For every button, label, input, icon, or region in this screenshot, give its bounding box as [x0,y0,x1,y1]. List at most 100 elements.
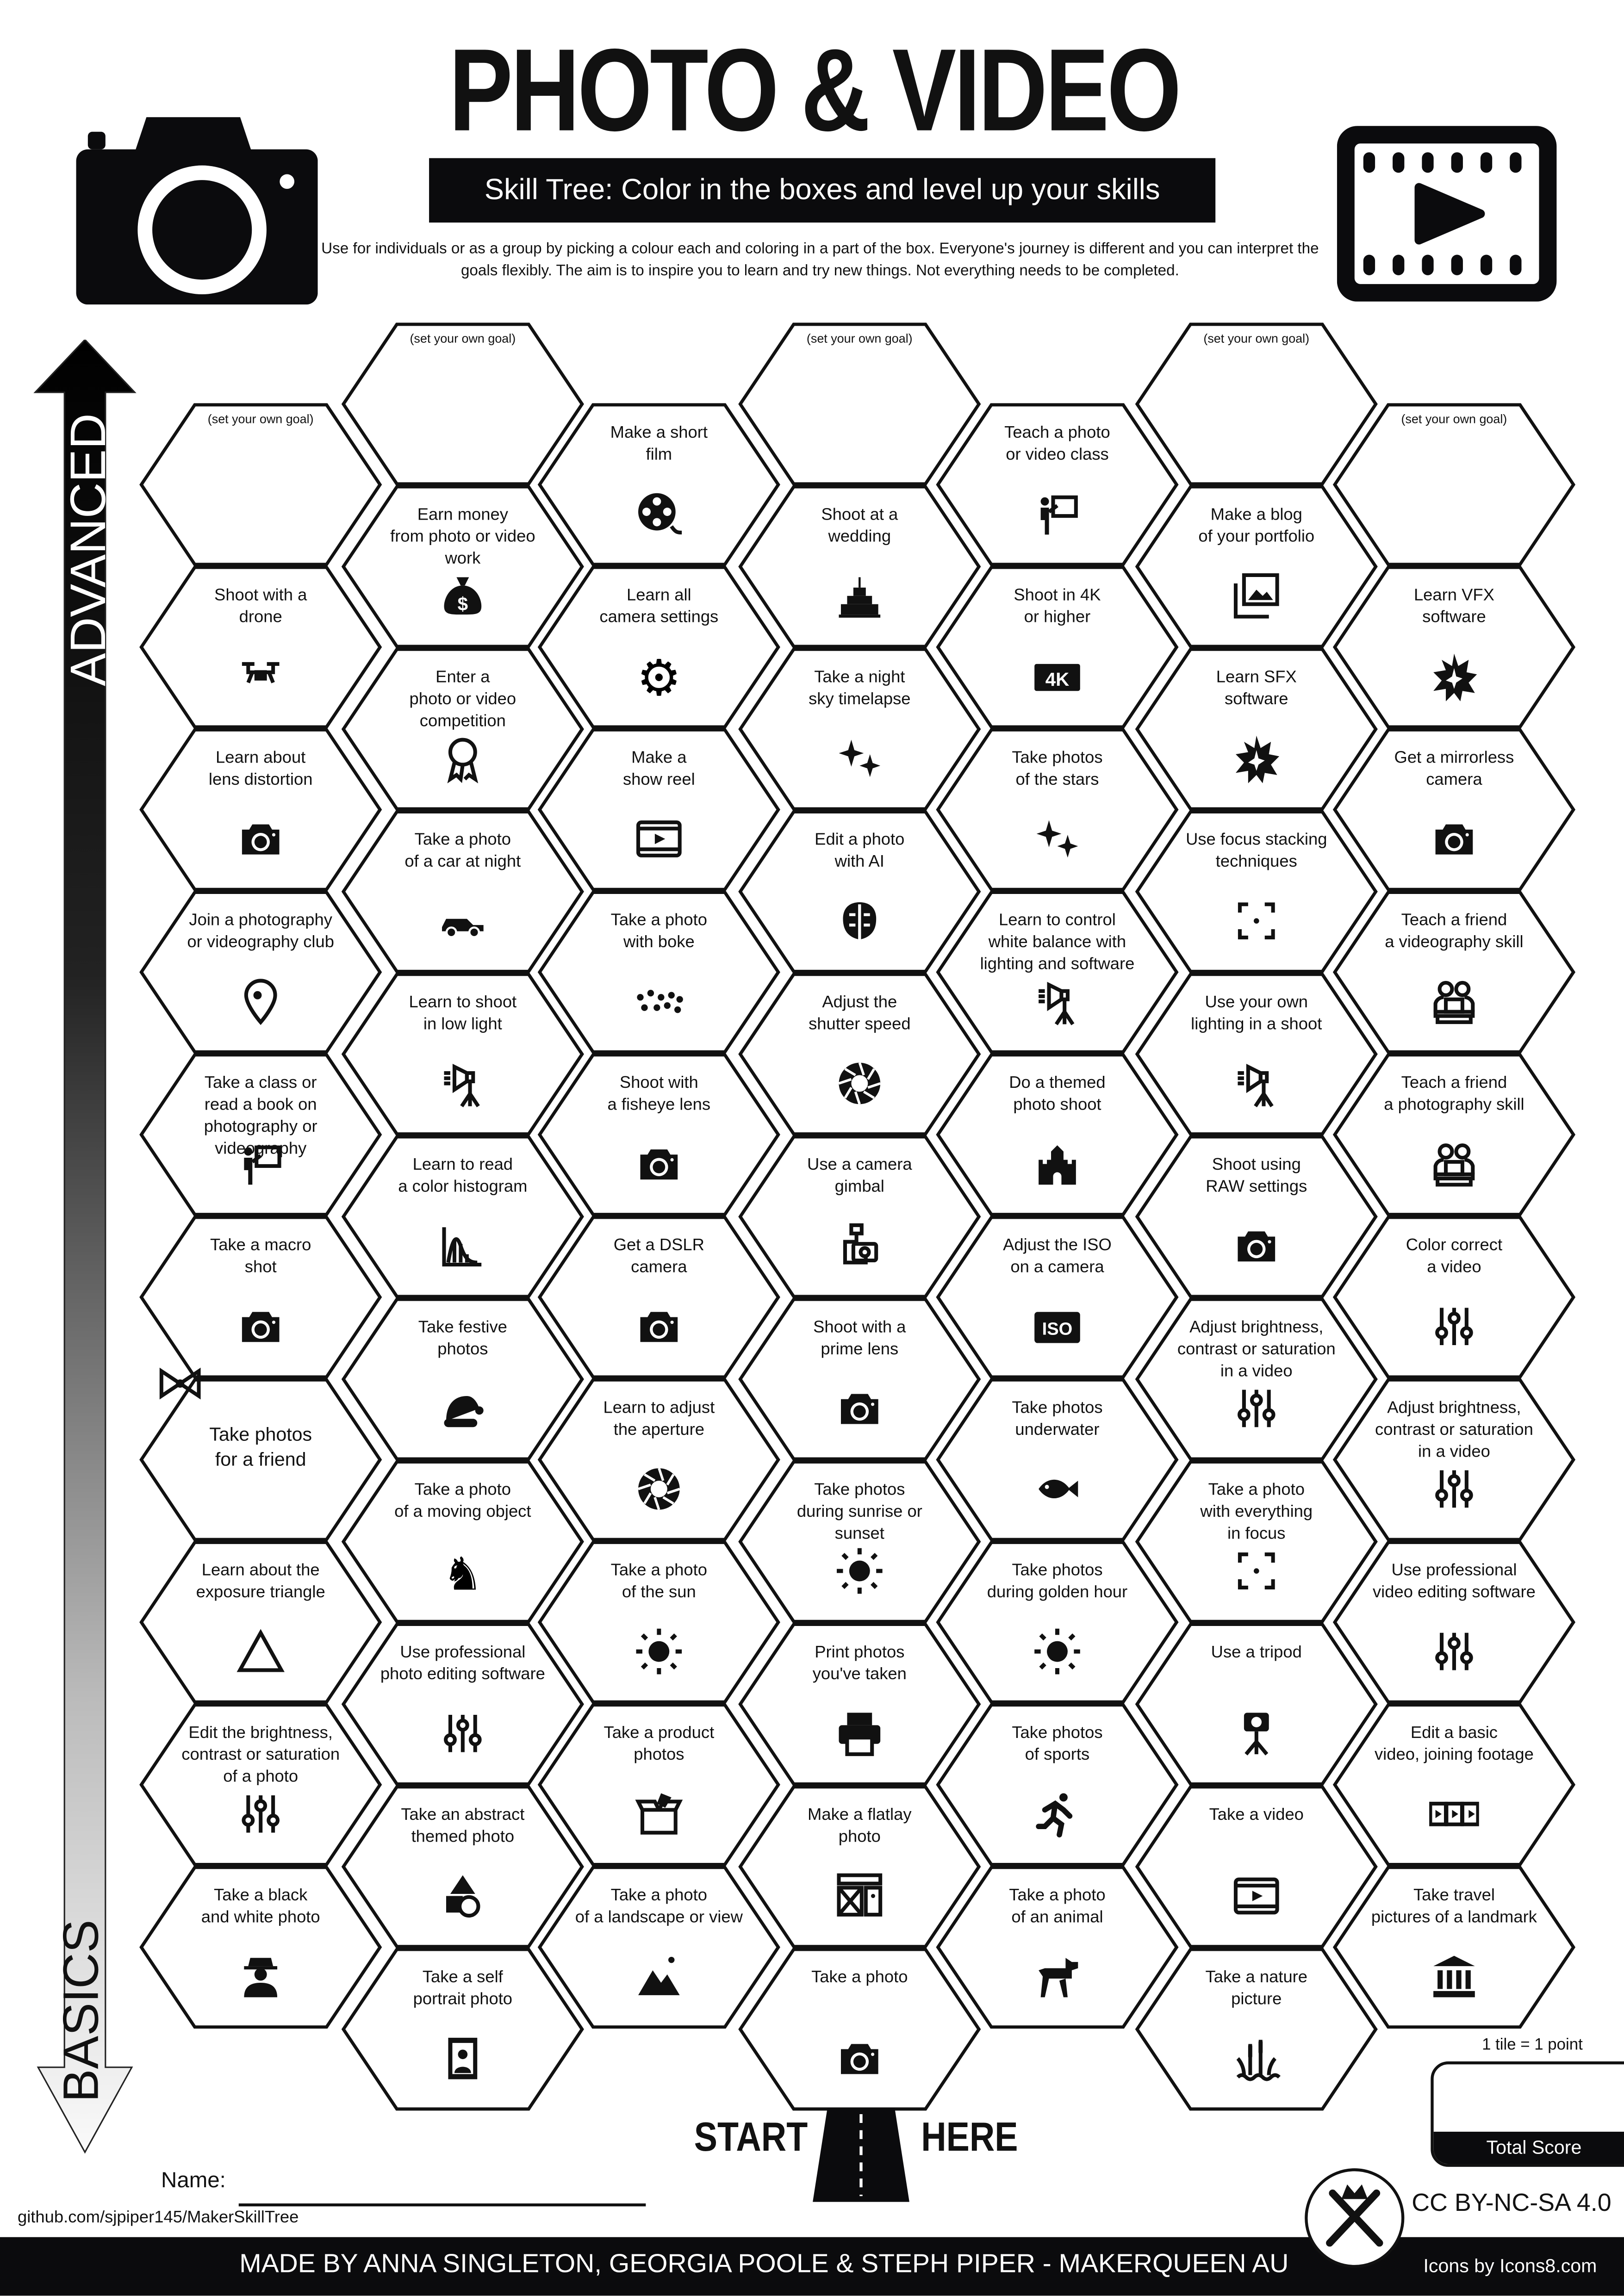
skill-tile[interactable]: Take photos of sports [936,1703,1179,1867]
skill-tile[interactable]: Teach a friend a photography skill [1332,1053,1576,1216]
explosion-icon [1428,650,1481,703]
skill-tile[interactable]: Take a photo with everything in focus [1135,1460,1378,1624]
skill-tile[interactable]: Use a tripod [1135,1622,1378,1786]
reeds-icon [1230,2032,1283,2085]
skill-tile[interactable]: Teach a photo or video class [936,403,1179,566]
skill-tile[interactable]: Adjust brightness, contrast or saturatio… [1332,1378,1576,1541]
skill-tile[interactable]: Take photos during golden hour [936,1540,1179,1704]
skill-tile[interactable]: Take photos underwater [936,1378,1179,1541]
skill-tile[interactable]: Use your own lighting in a shoot [1135,972,1378,1136]
goal-tile[interactable]: (set your own goal) [1135,322,1378,486]
skill-tile[interactable]: Take photos of the stars [936,728,1179,892]
skill-tile[interactable]: Adjust brightness, contrast or saturatio… [1135,1297,1378,1461]
skill-tile[interactable]: Teach a friend a videography skill [1332,890,1576,1054]
video-frame-icon [1230,1870,1283,1923]
skill-tile[interactable]: Take a self portrait photo [341,1947,584,2111]
skill-tile[interactable]: Print photos you've taken [738,1622,981,1786]
hexagon-outline [936,1216,1179,1379]
skill-tile[interactable]: Use professional photo editing software [341,1622,584,1786]
skill-tile[interactable]: Take a class or read a book on photograp… [139,1053,382,1216]
skill-tile[interactable]: Take a photo [738,1947,981,2111]
skill-tile[interactable]: Adjust the ISO on a camera ISO [936,1215,1179,1379]
skill-tile[interactable]: Take festive photos [341,1297,584,1461]
skill-tile[interactable]: Take a photo of a landscape or view [537,1865,780,2029]
skill-tile[interactable]: Take a photo of an animal [936,1865,1179,2029]
goal-tile[interactable]: (set your own goal) [139,403,382,566]
hexagon-outline [537,1540,780,1704]
skill-tile[interactable]: Take a nature picture [1135,1947,1378,2111]
skill-tile[interactable]: Take an abstract themed photo [341,1785,584,1948]
skill-tile[interactable]: Take photos for a friend [139,1367,382,1541]
skill-tile[interactable]: Use a camera gimbal [738,1135,981,1298]
github-link[interactable]: github.com/sjpiper145/MakerSkillTree [17,2209,299,2227]
skill-tile[interactable]: Take a video [1135,1785,1378,1948]
4k-badge-icon: 4K [1031,650,1084,703]
name-field[interactable] [238,2186,646,2207]
skill-tile[interactable]: Take a black and white photo [139,1865,382,2029]
skill-tile[interactable]: Shoot using RAW settings [1135,1135,1378,1298]
skill-tile[interactable]: Make a show reel [537,728,780,892]
skill-tile[interactable]: Learn all camera settings ⚙ [537,565,780,729]
total-score-box[interactable]: Total Score [1431,2061,1624,2167]
skill-tile[interactable]: Learn VFX software [1332,565,1576,729]
skill-tile[interactable]: Learn to shoot in low light [341,972,584,1136]
page-title: PHOTO & VIDEO [448,25,1182,155]
skill-tile[interactable]: Edit the brightness, contrast or saturat… [139,1703,382,1867]
skill-tile[interactable]: Enter a photo or video competition [341,647,584,811]
skill-tile[interactable]: Take a macro shot [139,1215,382,1379]
skill-tile[interactable]: Shoot with a prime lens [738,1297,981,1461]
skill-tile[interactable]: Learn to control white balance with ligh… [936,890,1179,1054]
skill-tile[interactable]: Use focus stacking techniques [1135,810,1378,974]
skill-tile[interactable]: Adjust the shutter speed [738,972,981,1136]
skill-tile[interactable]: Join a photography or videography club [139,890,382,1054]
hexagon-outline [537,403,780,566]
goal-tile[interactable]: (set your own goal) [341,322,584,486]
skill-tile[interactable]: Make a blog of your portfolio [1135,484,1378,648]
skill-tile[interactable]: Edit a photo with AI [738,810,981,974]
road-icon [813,2108,909,2202]
skill-label: Take a nature picture [1205,1969,1308,2009]
skill-tile[interactable]: Shoot with a drone [139,565,382,729]
skill-tile[interactable]: Take a photo of a moving object ♞ [341,1460,584,1624]
video-film-icon [1337,126,1557,302]
skill-tile[interactable]: Take a photo with boke [537,890,780,1054]
skill-tile[interactable]: Learn to adjust the aperture [537,1378,780,1541]
skill-tile[interactable]: Use professional video editing software [1332,1540,1576,1704]
goal-tile[interactable]: (set your own goal) [1332,403,1576,566]
skill-tile[interactable]: Color correct a video [1332,1215,1576,1379]
skill-tile[interactable]: Make a flatlay photo [738,1785,981,1948]
skill-label: Take a photo of a car at night [404,832,521,871]
goal-tile[interactable]: (set your own goal) [738,322,981,486]
skill-label: Learn VFX software [1413,587,1494,627]
skill-label: Edit a photo with AI [815,832,905,871]
skill-tile[interactable]: Take a photo of a car at night [341,810,584,974]
skill-label: Learn all camera settings [599,587,719,627]
skill-tile[interactable]: Take travel pictures of a landmark [1332,1865,1576,2029]
skill-label: Shoot with a fisheye lens [607,1074,711,1114]
hexagon-outline [139,1540,382,1704]
instructions-text: Use for individuals or as a group by pic… [321,240,1319,280]
hexagon-outline [1332,1378,1576,1541]
skill-tile[interactable]: Learn to read a color histogram [341,1135,584,1298]
skill-tile[interactable]: Learn about lens distortion [139,728,382,892]
skill-tile[interactable]: Do a themed photo shoot [936,1053,1179,1216]
skill-tile[interactable]: Make a short film [537,403,780,566]
skill-tile[interactable]: Shoot in 4K or higher 4K [936,565,1179,729]
skill-tile[interactable]: Get a DSLR camera [537,1215,780,1379]
skill-label: Shoot with a drone [214,587,307,627]
gift-bow-icon [154,1357,206,1410]
hexagon-outline [537,1703,780,1866]
skill-tile[interactable]: Earn money from photo or video work $ [341,484,584,648]
skill-tile[interactable]: Edit a basic video, joining footage [1332,1703,1576,1867]
skill-tile[interactable]: Learn SFX software [1135,647,1378,811]
skill-tile[interactable]: Get a mirrorless camera [1332,728,1576,892]
skill-tile[interactable]: Learn about the exposure triangle [139,1540,382,1704]
skill-tile[interactable]: Take a photo of the sun [537,1540,780,1704]
skill-tile[interactable]: Take a night sky timelapse [738,647,981,811]
skill-tile[interactable]: Shoot with a fisheye lens [537,1053,780,1216]
hexagon-outline [139,1216,382,1379]
skill-tile[interactable]: Take a product photos [537,1703,780,1867]
skill-tile[interactable]: Shoot at a wedding [738,484,981,648]
skill-tile[interactable]: Take photos during sunrise or sunset [738,1460,981,1624]
skill-label: Take travel pictures of a landmark [1371,1887,1537,1927]
